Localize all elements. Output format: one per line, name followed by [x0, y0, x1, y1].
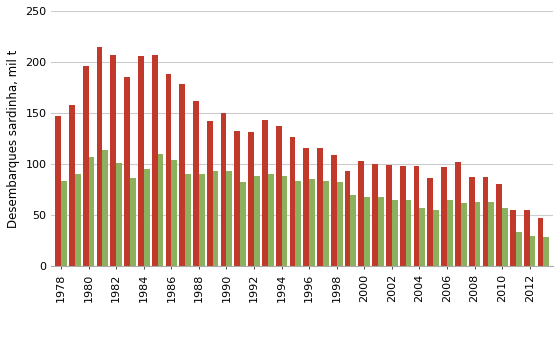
Bar: [240, 182, 246, 266]
Bar: [179, 84, 185, 266]
Bar: [392, 200, 398, 266]
Y-axis label: Desembarques sardinha, mil t: Desembarques sardinha, mil t: [7, 49, 20, 228]
Bar: [414, 166, 419, 266]
Bar: [461, 203, 466, 266]
Bar: [317, 148, 323, 266]
Bar: [496, 184, 502, 266]
Bar: [171, 160, 177, 266]
Bar: [199, 174, 205, 266]
Bar: [262, 120, 268, 266]
Bar: [124, 77, 130, 266]
Bar: [55, 116, 61, 266]
Bar: [441, 167, 447, 266]
Bar: [152, 55, 157, 266]
Bar: [207, 121, 213, 266]
Bar: [102, 150, 108, 266]
Bar: [538, 218, 543, 266]
Bar: [75, 174, 81, 266]
Bar: [345, 171, 351, 266]
Bar: [88, 157, 95, 266]
Bar: [455, 162, 461, 266]
Bar: [483, 177, 488, 266]
Bar: [110, 55, 116, 266]
Bar: [351, 195, 356, 266]
Bar: [97, 47, 102, 266]
Bar: [254, 176, 260, 266]
Bar: [144, 169, 150, 266]
Bar: [447, 200, 452, 266]
Bar: [502, 208, 508, 266]
Bar: [474, 202, 480, 266]
Bar: [61, 181, 67, 266]
Bar: [378, 197, 384, 266]
Bar: [469, 177, 474, 266]
Bar: [226, 171, 232, 266]
Bar: [290, 137, 295, 266]
Bar: [138, 56, 144, 266]
Bar: [372, 164, 378, 266]
Bar: [358, 161, 364, 266]
Bar: [488, 202, 494, 266]
Bar: [400, 166, 405, 266]
Bar: [309, 179, 315, 266]
Bar: [235, 131, 240, 266]
Bar: [193, 101, 199, 266]
Bar: [185, 174, 191, 266]
Bar: [516, 232, 521, 266]
Bar: [386, 165, 392, 266]
Bar: [221, 113, 226, 266]
Bar: [543, 237, 549, 266]
Bar: [510, 210, 516, 266]
Bar: [83, 66, 88, 266]
Bar: [405, 200, 412, 266]
Bar: [69, 105, 75, 266]
Bar: [530, 236, 535, 266]
Bar: [276, 126, 282, 266]
Bar: [433, 210, 439, 266]
Bar: [166, 74, 171, 266]
Bar: [282, 176, 287, 266]
Bar: [427, 178, 433, 266]
Bar: [337, 182, 343, 266]
Bar: [419, 208, 425, 266]
Bar: [157, 154, 164, 266]
Bar: [213, 171, 218, 266]
Bar: [331, 155, 337, 266]
Bar: [364, 197, 370, 266]
Bar: [116, 163, 122, 266]
Bar: [130, 178, 136, 266]
Bar: [295, 181, 301, 266]
Bar: [304, 148, 309, 266]
Bar: [524, 210, 530, 266]
Bar: [268, 174, 274, 266]
Bar: [323, 181, 329, 266]
Bar: [248, 132, 254, 266]
